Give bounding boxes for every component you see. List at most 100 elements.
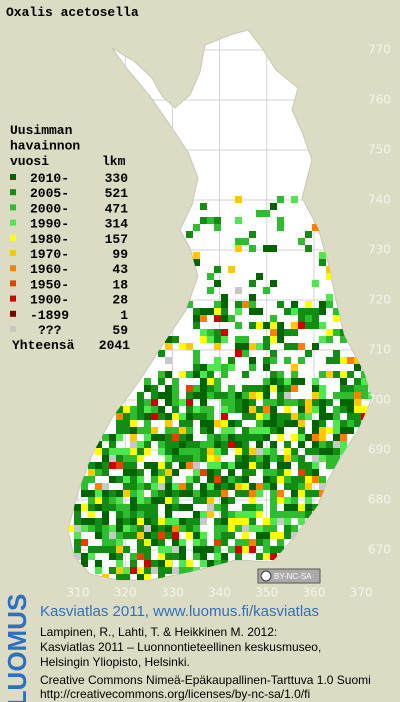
observation-square xyxy=(88,469,95,476)
observation-square xyxy=(270,448,277,455)
observation-square xyxy=(102,448,109,455)
observation-square xyxy=(123,574,130,580)
observation-square xyxy=(144,532,151,539)
observation-square xyxy=(270,476,277,483)
observation-square xyxy=(130,455,137,462)
observation-square xyxy=(333,315,340,322)
observation-square xyxy=(221,532,228,539)
observation-square xyxy=(158,539,165,546)
observation-square xyxy=(256,343,263,350)
observation-square xyxy=(249,322,256,329)
observation-square xyxy=(81,483,88,490)
observation-square xyxy=(270,406,277,413)
observation-square xyxy=(277,413,284,420)
legend-label: ??? xyxy=(38,323,62,338)
observation-square xyxy=(249,413,256,420)
observation-square xyxy=(249,357,256,364)
observation-square xyxy=(81,490,88,497)
observation-square xyxy=(368,392,372,399)
observation-square xyxy=(298,455,305,462)
observation-square xyxy=(186,392,193,399)
observation-square xyxy=(116,518,123,525)
observation-square xyxy=(193,462,200,469)
observation-square xyxy=(291,301,298,308)
observation-square xyxy=(214,455,221,462)
observation-square xyxy=(109,567,116,574)
observation-square xyxy=(179,539,186,546)
observation-square xyxy=(158,448,165,455)
observation-square xyxy=(235,406,242,413)
observation-square xyxy=(151,532,158,539)
observation-square xyxy=(361,385,368,392)
observation-square xyxy=(228,462,235,469)
observation-square xyxy=(333,329,340,336)
observation-square xyxy=(284,413,291,420)
observation-square xyxy=(291,343,298,350)
observation-square xyxy=(186,504,193,511)
observation-square xyxy=(263,469,270,476)
observation-square xyxy=(312,504,319,511)
observation-square xyxy=(207,434,214,441)
observation-square xyxy=(333,406,340,413)
observation-square xyxy=(284,399,291,406)
observation-square xyxy=(319,434,326,441)
observation-square xyxy=(74,511,81,518)
observation-square xyxy=(109,532,116,539)
observation-square xyxy=(354,399,361,406)
observation-square xyxy=(256,490,263,497)
observation-square xyxy=(284,308,291,315)
observation-square xyxy=(284,483,291,490)
observation-square xyxy=(200,203,207,210)
observation-square xyxy=(193,224,200,231)
observation-square xyxy=(291,525,298,532)
observation-square xyxy=(256,406,263,413)
observation-square xyxy=(221,329,228,336)
observation-square xyxy=(256,273,263,280)
observation-square xyxy=(305,504,312,511)
observation-square xyxy=(361,392,368,399)
observation-square xyxy=(214,518,221,525)
observation-square xyxy=(249,427,256,434)
observation-square xyxy=(193,406,200,413)
observation-square xyxy=(312,224,319,231)
observation-square xyxy=(193,511,200,518)
observation-square xyxy=(305,406,312,413)
observation-square xyxy=(221,490,228,497)
observation-square xyxy=(235,287,242,294)
observation-square xyxy=(228,406,235,413)
observation-square xyxy=(263,336,270,343)
observation-square xyxy=(242,406,249,413)
observation-square xyxy=(200,427,207,434)
legend-count: 330 xyxy=(105,171,129,186)
observation-square xyxy=(256,532,263,539)
observation-square xyxy=(186,518,193,525)
observation-square xyxy=(116,532,123,539)
observation-square xyxy=(263,245,270,252)
observation-square xyxy=(137,518,144,525)
observation-square xyxy=(130,567,137,574)
observation-square xyxy=(298,378,305,385)
observation-square xyxy=(354,385,361,392)
observation-square xyxy=(249,504,256,511)
observation-square xyxy=(151,434,158,441)
observation-square xyxy=(207,455,214,462)
observation-square xyxy=(200,392,207,399)
observation-square xyxy=(74,504,81,511)
observation-square xyxy=(249,525,256,532)
observation-square xyxy=(312,406,319,413)
observation-square xyxy=(242,350,249,357)
observation-square xyxy=(95,567,102,574)
observation-square xyxy=(214,266,221,273)
observation-square xyxy=(144,497,151,504)
observation-square xyxy=(179,553,186,560)
observation-square xyxy=(116,511,123,518)
observation-square xyxy=(116,462,123,469)
observation-square xyxy=(88,518,95,525)
observation-square xyxy=(221,399,228,406)
observation-square xyxy=(291,497,298,504)
observation-square xyxy=(207,560,214,567)
observation-square xyxy=(263,539,270,546)
observation-square xyxy=(242,525,249,532)
observation-square xyxy=(256,322,263,329)
observation-square xyxy=(256,448,263,455)
